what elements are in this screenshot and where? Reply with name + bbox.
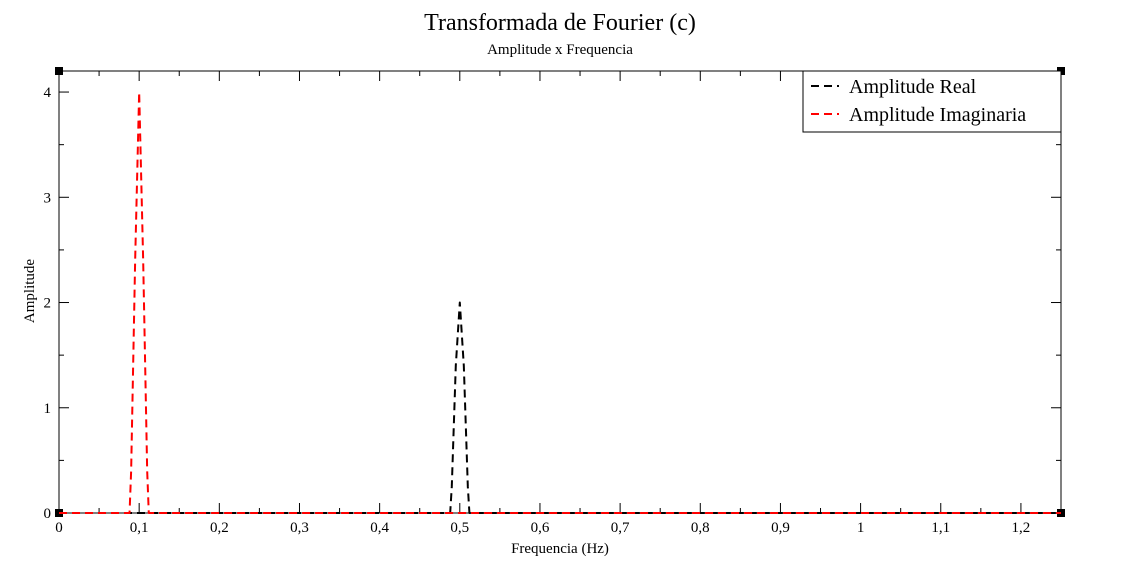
series-line-amplitude-real <box>59 301 1061 514</box>
x-tick-label: 1 <box>857 520 865 536</box>
y-tick-label: 3 <box>44 190 52 206</box>
y-tick-label: 4 <box>44 85 52 101</box>
x-tick-label: 0,5 <box>450 520 469 536</box>
legend: Amplitude Real Amplitude Imaginaria <box>802 70 1062 133</box>
series-layer <box>59 91 1061 514</box>
x-axis-label: Frequencia (Hz) <box>511 541 609 557</box>
chart-title: Transformada de Fourier (c) <box>424 10 696 36</box>
y-tick-label: 0 <box>44 506 52 522</box>
legend-box <box>802 70 1062 133</box>
series-line-amplitude-imaginaria <box>59 91 1061 514</box>
x-tick-label: 0,8 <box>691 520 710 536</box>
legend-label-amplitude-imaginaria: Amplitude Imaginaria <box>849 104 1026 126</box>
x-tick-label: 0,9 <box>771 520 790 536</box>
axis-ticks: 0 0,1 0,2 0,3 0,4 0,5 0,6 0,7 0,8 0,9 1 1,1 1,2 0 1 2 3 4 <box>44 71 1061 536</box>
x-tick-label: 1,1 <box>931 520 950 536</box>
legend-label-amplitude-real: Amplitude Real <box>849 76 977 98</box>
y-tick-label: 2 <box>44 296 52 312</box>
x-tick-label: 1,2 <box>1012 520 1031 536</box>
x-tick-label: 0,6 <box>531 520 550 536</box>
x-tick-label: 0 <box>55 520 63 536</box>
x-tick-label: 0,7 <box>611 520 630 536</box>
x-tick-label: 0,1 <box>130 520 149 536</box>
x-tick-label: 0,4 <box>370 520 389 536</box>
chart-subtitle: Amplitude x Frequencia <box>487 42 633 58</box>
y-tick-label: 1 <box>44 401 52 417</box>
x-tick-label: 0,3 <box>290 520 309 536</box>
plot-frame <box>58 70 1062 514</box>
x-tick-label: 0,2 <box>210 520 229 536</box>
y-axis-label: Amplitude <box>22 259 38 324</box>
